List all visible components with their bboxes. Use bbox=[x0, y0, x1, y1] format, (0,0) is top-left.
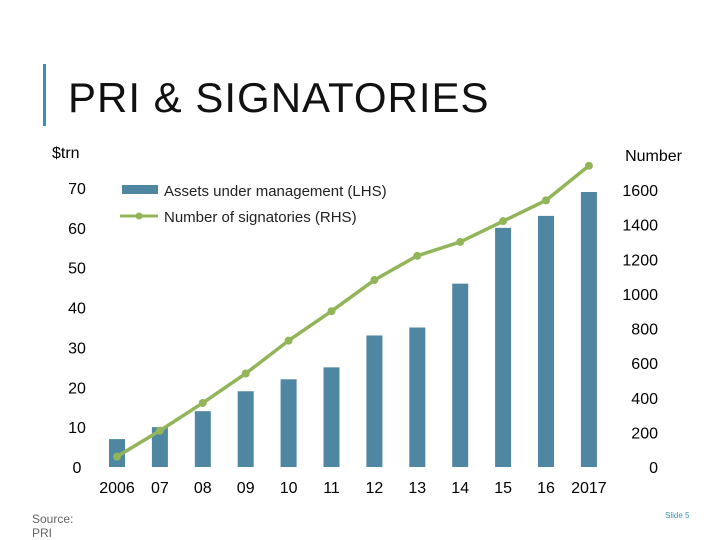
x-tick-label: 12 bbox=[366, 480, 384, 497]
legend-label-assets: Assets under management (LHS) bbox=[164, 183, 387, 200]
right-tick-label: 1600 bbox=[622, 183, 658, 200]
bar-series bbox=[109, 191, 597, 467]
right-tick-label: 1200 bbox=[622, 252, 658, 269]
bar-assets-11 bbox=[323, 367, 340, 467]
legend-swatch-assets bbox=[122, 185, 158, 194]
signatories-point-2006 bbox=[113, 452, 121, 461]
left-tick-label: 50 bbox=[68, 261, 86, 278]
line-series bbox=[113, 161, 593, 461]
x-tick-label: 15 bbox=[494, 480, 512, 497]
left-tick-label: 60 bbox=[68, 221, 86, 238]
bar-assets-10 bbox=[280, 379, 297, 467]
left-tick-label: 40 bbox=[68, 301, 86, 318]
bar-assets-15 bbox=[495, 227, 512, 467]
legend-marker-signatories bbox=[135, 212, 143, 220]
x-tick-label: 07 bbox=[151, 480, 169, 497]
right-tick-label: 400 bbox=[631, 391, 658, 408]
right-axis-label: Number bbox=[625, 148, 683, 165]
bar-assets-08 bbox=[194, 411, 211, 467]
left-tick-label: 20 bbox=[68, 380, 86, 397]
right-tick-label: 600 bbox=[631, 356, 658, 373]
source-label: Source: bbox=[32, 512, 74, 526]
left-tick-label: 10 bbox=[68, 420, 86, 437]
x-tick-label: 14 bbox=[451, 480, 469, 497]
bar-assets-16 bbox=[538, 215, 554, 467]
right-tick-label: 0 bbox=[649, 460, 658, 477]
legend: Assets under management (LHS) Number of … bbox=[120, 183, 387, 226]
left-tick-label: 30 bbox=[68, 340, 86, 357]
bar-assets-12 bbox=[366, 335, 383, 467]
x-tick-label: 11 bbox=[323, 480, 340, 497]
source-name: PRI bbox=[32, 526, 53, 540]
signatories-point-15 bbox=[499, 217, 508, 226]
x-tick-label: 10 bbox=[280, 480, 298, 497]
x-tick-label: 16 bbox=[537, 480, 555, 497]
signatories-point-09 bbox=[241, 369, 250, 378]
right-tick-label: 1400 bbox=[622, 218, 658, 235]
signatories-point-10 bbox=[284, 336, 293, 345]
bar-assets-07 bbox=[151, 427, 168, 467]
signatories-point-13 bbox=[413, 251, 422, 260]
bar-assets-09 bbox=[237, 391, 254, 467]
signatories-line bbox=[116, 164, 590, 459]
bar-assets-14 bbox=[452, 283, 469, 467]
signatories-point-16 bbox=[542, 196, 550, 205]
bar-assets-2017 bbox=[580, 191, 597, 467]
signatories-point-2017 bbox=[584, 161, 593, 170]
x-tick-label: 2017 bbox=[571, 480, 607, 497]
x-tick-label: 13 bbox=[408, 480, 426, 497]
signatories-point-14 bbox=[456, 237, 465, 246]
page-title: PRI & SIGNATORIES bbox=[68, 74, 490, 121]
x-tick-label: 09 bbox=[237, 480, 255, 497]
signatories-point-07 bbox=[155, 426, 164, 435]
right-tick-label: 1000 bbox=[622, 287, 658, 304]
left-tick-label: 0 bbox=[73, 460, 82, 477]
left-axis: 0 10 20 30 40 50 60 70 bbox=[68, 181, 86, 477]
left-axis-label: $trn bbox=[52, 145, 80, 162]
slide-number: Slide 5 bbox=[665, 511, 690, 520]
right-tick-label: 200 bbox=[631, 425, 658, 442]
bar-assets-13 bbox=[409, 327, 426, 467]
x-axis: 2006 07 08 09 10 11 12 13 14 15 16 2017 bbox=[99, 480, 607, 497]
source-note: Source: PRI bbox=[32, 512, 73, 540]
signatories-point-11 bbox=[327, 307, 336, 316]
x-tick-label: 2006 bbox=[99, 480, 135, 497]
x-tick-label: 08 bbox=[194, 480, 212, 497]
signatories-point-08 bbox=[198, 398, 207, 407]
right-tick-label: 800 bbox=[631, 322, 658, 339]
signatories-point-12 bbox=[370, 276, 379, 285]
right-axis: 0 200 400 600 800 1000 1200 1400 1600 bbox=[622, 183, 658, 477]
legend-label-signatories: Number of signatories (RHS) bbox=[164, 209, 357, 226]
title-accent-bar bbox=[43, 64, 46, 126]
left-tick-label: 70 bbox=[68, 181, 86, 198]
